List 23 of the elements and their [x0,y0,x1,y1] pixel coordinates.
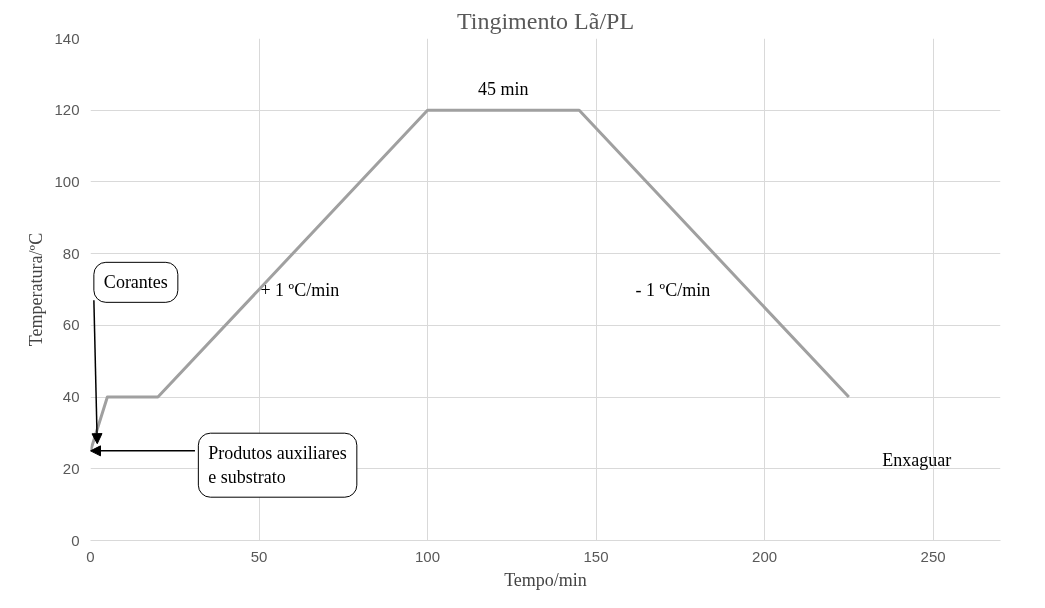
annotation: - 1 ºC/min [635,279,711,300]
y-tick-label: 80 [62,244,80,262]
y-tick-label: 20 [62,459,80,477]
chart-title: Tingimento Lã/PL [456,7,635,34]
y-tick-label: 120 [54,101,80,119]
y-tick-label: 0 [71,531,80,549]
y-axis-title: Temperatura/ºC [26,232,47,347]
annotation: 45 min [478,79,529,100]
x-tick-label: 200 [752,547,778,565]
y-tick-label: 40 [62,388,80,406]
annotation: Produtos auxiliares e substrato [208,443,347,488]
x-tick-label: 100 [415,547,441,565]
annotation: Corantes [103,272,168,293]
x-tick-label: 250 [920,547,946,565]
annotation: + 1 ºC/min [260,279,340,300]
x-axis-title: Tempo/min [504,569,587,590]
x-tick-label: 50 [250,547,268,565]
y-tick-label: 100 [54,172,80,190]
x-tick-label: 150 [583,547,609,565]
y-tick-label: 140 [54,29,80,47]
y-tick-label: 60 [62,316,80,334]
annotation: Enxaguar [882,450,952,471]
x-tick-label: 0 [86,547,95,565]
